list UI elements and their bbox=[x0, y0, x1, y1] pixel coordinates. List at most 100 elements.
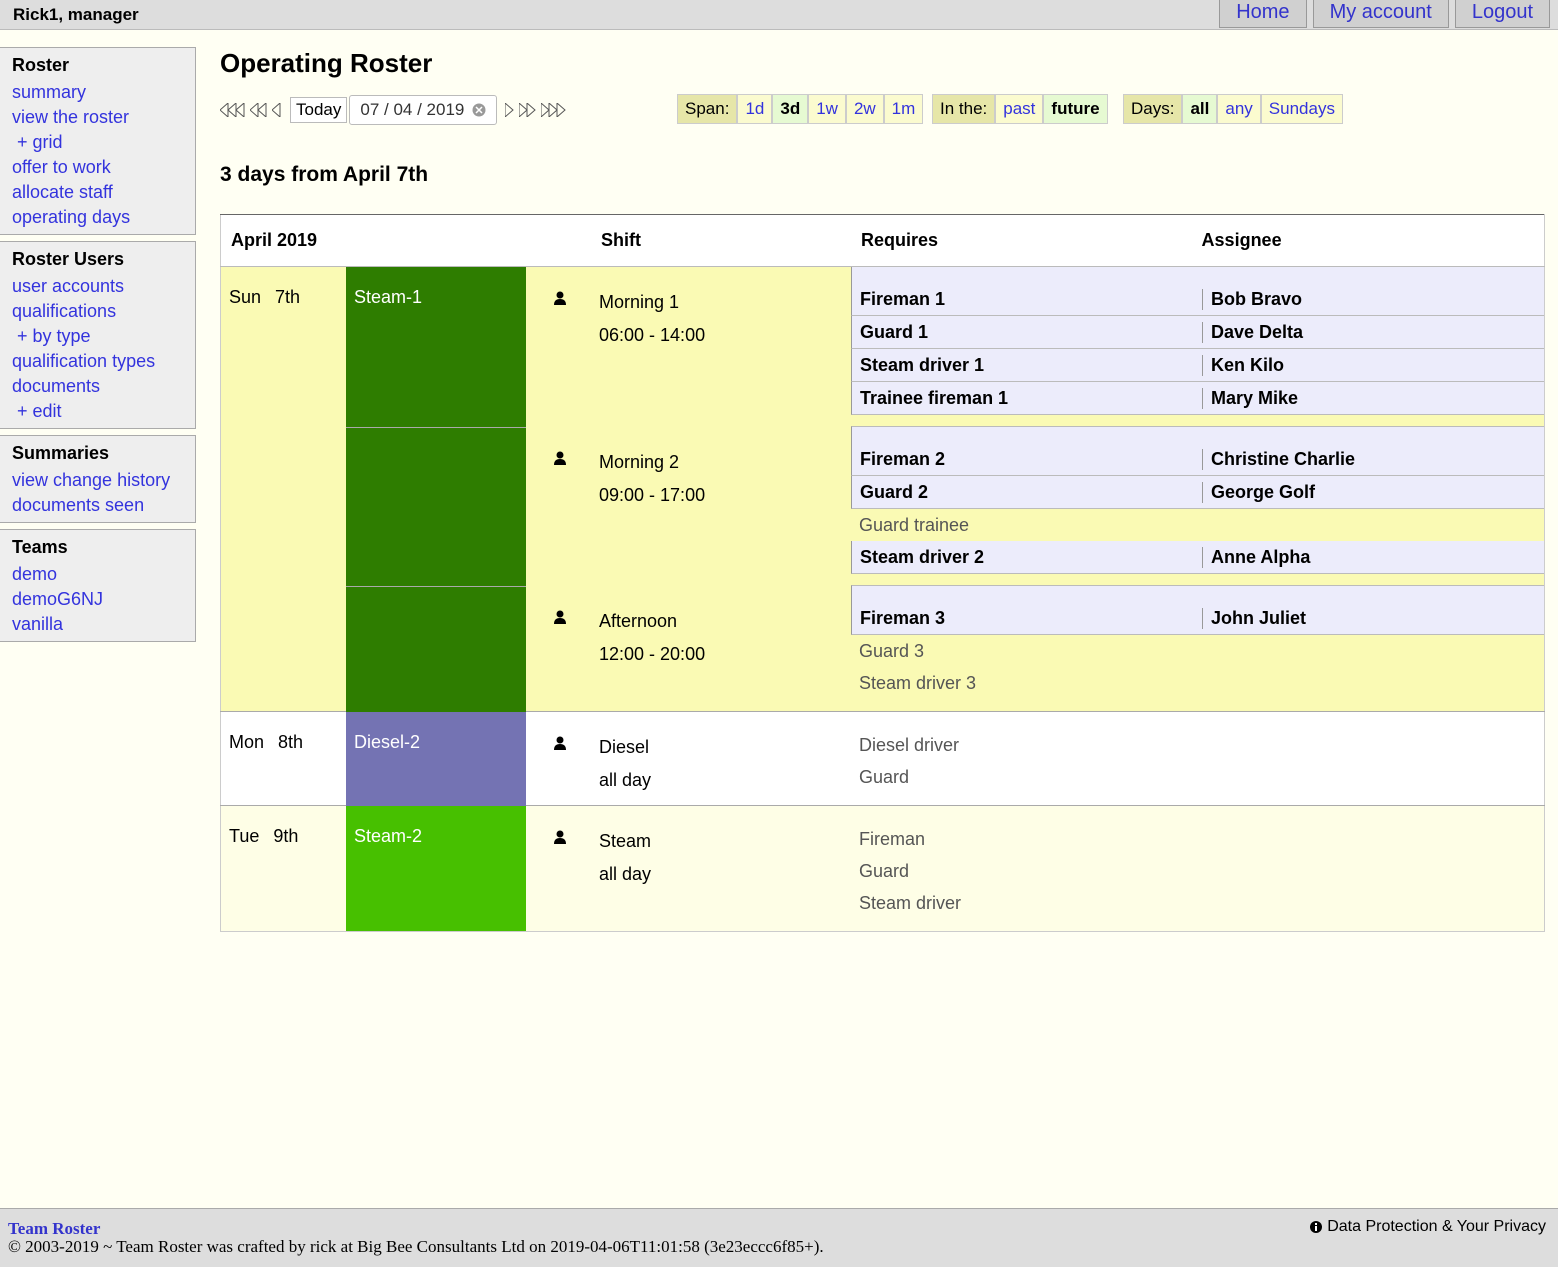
sidebar-link[interactable]: demoG6NJ bbox=[12, 589, 104, 609]
sidebar-section: Roster summary view the roster + grid offer … bbox=[0, 47, 196, 235]
sidebar-heading: Teams bbox=[12, 537, 68, 557]
filter-option[interactable]: 2w bbox=[845, 94, 884, 124]
prev-month-button[interactable] bbox=[250, 103, 268, 117]
person-icon bbox=[554, 830, 566, 844]
sidebar-link[interactable]: offer to work bbox=[12, 157, 111, 177]
shift-row: Afternoon 12:00 - 20:00 Fireman 3 John Juli… bbox=[220, 585, 1545, 712]
sidebar-link[interactable]: summary bbox=[12, 82, 87, 102]
shift-time: 09:00 - 17:00 bbox=[599, 485, 706, 505]
requirement-role: Guard 3 bbox=[859, 640, 925, 661]
main: Operating Roster Today 07 / 04 / 2019 Sp… bbox=[220, 48, 1545, 932]
weekday: Tue bbox=[229, 826, 260, 846]
sidebar-link[interactable]: qualification types bbox=[12, 351, 156, 371]
requirement: Fireman 2 Christine Charlie bbox=[851, 426, 1544, 476]
train-name: Steam-2 bbox=[354, 826, 423, 846]
sidebar-link[interactable]: + edit bbox=[17, 401, 62, 421]
sidebar-link[interactable]: qualifications bbox=[12, 301, 117, 321]
column-header: Shift bbox=[591, 214, 851, 267]
column-header: April 2019 bbox=[220, 214, 591, 267]
filter-label: Days: bbox=[1123, 94, 1183, 124]
last-button[interactable] bbox=[541, 103, 567, 117]
filter-group: In the: past future bbox=[932, 94, 1108, 124]
sidebar-link[interactable]: documents bbox=[12, 376, 101, 396]
column-header: Assignee bbox=[1191, 214, 1545, 267]
assignee: Anne Alpha bbox=[1211, 546, 1311, 567]
filter-option[interactable]: 1m bbox=[883, 94, 924, 124]
assignee: Bob Bravo bbox=[1211, 288, 1303, 309]
weekday: Mon bbox=[229, 732, 265, 752]
requirement: Fireman bbox=[851, 823, 1544, 855]
requirement: Guard trainee bbox=[851, 509, 1544, 541]
assignee: Mary Mike bbox=[1211, 387, 1299, 408]
shift-cell: Steam all day bbox=[591, 805, 851, 932]
shift-name: Diesel bbox=[599, 737, 650, 757]
date-input[interactable]: 07 / 04 / 2019 bbox=[349, 95, 498, 125]
top-link[interactable]: Home bbox=[1219, 0, 1307, 28]
day-cell: Mon 8th bbox=[220, 711, 346, 806]
shift-name: Morning 2 bbox=[599, 452, 680, 472]
icon-cell bbox=[526, 711, 591, 806]
filter-group: Days: all any Sundays bbox=[1123, 94, 1343, 124]
person-icon bbox=[554, 736, 566, 750]
requirement-role: Guard trainee bbox=[859, 514, 970, 535]
top-bar: Rick1, manager Home My account Logout bbox=[0, 0, 1558, 30]
top-link[interactable]: My account bbox=[1312, 0, 1449, 28]
sidebar-link[interactable]: operating days bbox=[12, 207, 131, 227]
sidebar-link[interactable]: demo bbox=[12, 564, 58, 584]
filter-option[interactable]: future bbox=[1043, 94, 1108, 124]
requirement-role: Fireman bbox=[859, 828, 926, 849]
requirements-cell: Fireman 1 Bob Bravo Guard 1 Dave Delta Steam… bbox=[851, 266, 1545, 428]
sidebar-link[interactable]: user accounts bbox=[12, 276, 125, 296]
day-date: 9th bbox=[273, 826, 299, 846]
sidebar-link[interactable]: + grid bbox=[17, 132, 63, 152]
filter-option[interactable]: 1w bbox=[808, 94, 846, 124]
day-date: 7th bbox=[275, 287, 301, 307]
requirement: Guard bbox=[851, 855, 1544, 887]
next-button[interactable] bbox=[505, 103, 515, 117]
filter-option[interactable]: Sundays bbox=[1260, 94, 1343, 124]
top-links: Home My account Logout bbox=[1219, 0, 1550, 28]
clear-date[interactable] bbox=[472, 103, 486, 117]
shift-time: all day bbox=[599, 864, 652, 884]
top-link[interactable]: Logout bbox=[1454, 0, 1550, 28]
sidebar-link[interactable]: vanilla bbox=[12, 614, 64, 634]
filter-option[interactable]: 1d bbox=[737, 94, 773, 124]
sidebar-link[interactable]: documents seen bbox=[12, 495, 145, 515]
privacy[interactable]: Data Protection & Your Privacy bbox=[1310, 1218, 1546, 1236]
sidebar-link[interactable]: + by type bbox=[17, 326, 91, 346]
filter-option[interactable]: 3d bbox=[772, 94, 809, 124]
brand-link[interactable]: Team Roster bbox=[8, 1219, 101, 1238]
filter-option[interactable]: past bbox=[995, 94, 1044, 124]
privacy-link[interactable]: Data Protection & Your Privacy bbox=[1327, 1218, 1546, 1235]
assignee: George Golf bbox=[1211, 481, 1316, 502]
sidebar-link[interactable]: view change history bbox=[12, 470, 171, 490]
sidebar-link[interactable]: allocate staff bbox=[12, 182, 113, 202]
requirement-role: Steam driver 2 bbox=[852, 546, 1203, 568]
train-name: Steam-1 bbox=[354, 287, 423, 307]
sidebar-link[interactable]: view the roster bbox=[12, 107, 130, 127]
shift-time: 06:00 - 14:00 bbox=[599, 325, 706, 345]
requirement: Trainee fireman 1 Mary Mike bbox=[851, 382, 1544, 415]
requirement-role: Steam driver bbox=[859, 892, 962, 913]
current-user: Rick1, manager bbox=[13, 5, 139, 24]
requirement: Diesel driver bbox=[851, 729, 1544, 761]
train-cell bbox=[346, 585, 526, 712]
assignee: Dave Delta bbox=[1211, 321, 1304, 342]
shift-name: Afternoon bbox=[599, 611, 678, 631]
first-button[interactable] bbox=[220, 103, 246, 117]
filter-label: Span: bbox=[677, 94, 738, 124]
shift-row: Sun 7th Steam-1 Morning 1 06:00 - 14:00 Firem… bbox=[220, 266, 1545, 428]
shift-row: Tue 9th Steam-2 Steam all day Fireman Guard Ste… bbox=[220, 805, 1545, 932]
prev-button[interactable] bbox=[272, 103, 282, 117]
next-month-button[interactable] bbox=[519, 103, 537, 117]
filter-option[interactable]: all bbox=[1182, 94, 1218, 124]
filter-label: In the: bbox=[932, 94, 996, 124]
shift-cell: Morning 1 06:00 - 14:00 bbox=[591, 267, 851, 428]
filter-group: Span: 1d 3d 1w 2w 1m bbox=[677, 94, 924, 124]
requirements-cell: Fireman Guard Steam driver bbox=[851, 805, 1545, 932]
requirement: Guard bbox=[851, 761, 1544, 793]
requirement-role: Guard bbox=[859, 860, 910, 881]
train-cell: Steam-2 bbox=[346, 805, 526, 932]
today-button[interactable]: Today bbox=[290, 97, 348, 123]
filter-option[interactable]: any bbox=[1217, 94, 1261, 124]
